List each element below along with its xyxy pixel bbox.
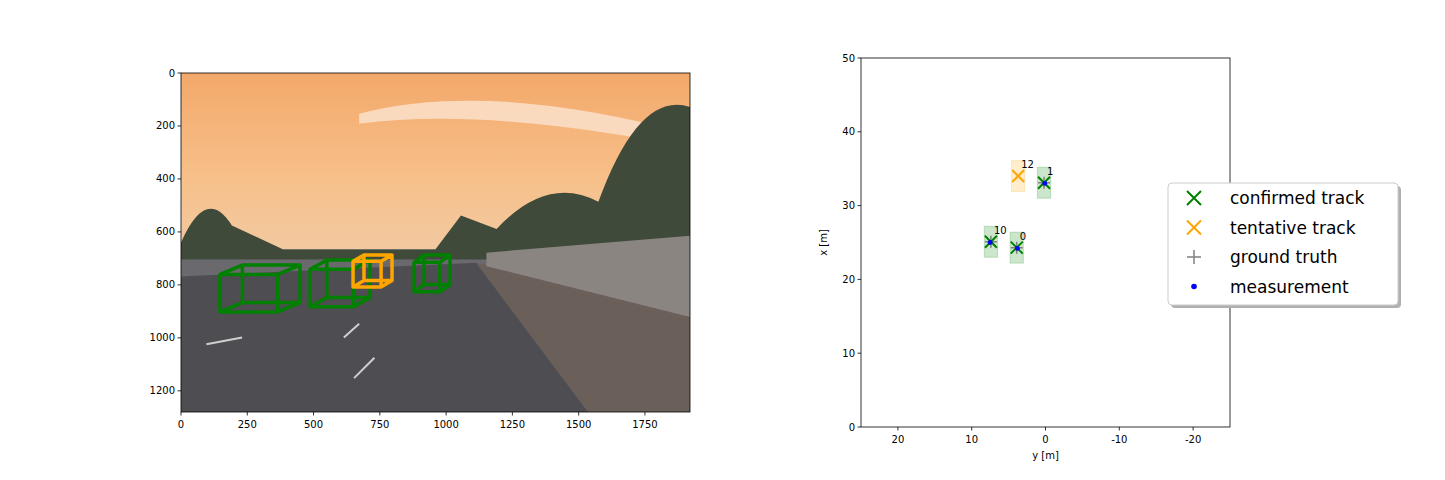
x-tick: [897, 427, 898, 431]
y-tick-label: 30: [842, 200, 855, 211]
y-tick: [858, 427, 862, 428]
y-tick: [858, 58, 862, 59]
track-point: [1038, 177, 1050, 189]
lane-mark: [354, 358, 374, 378]
x-tick: [578, 412, 579, 416]
legend-marker: [1191, 284, 1197, 290]
y-tick-label: 40: [842, 126, 855, 137]
x-tick: [313, 412, 314, 416]
legend-label: confirmed track: [1230, 188, 1365, 208]
bounding-box: [414, 255, 450, 292]
x-tick: [446, 412, 447, 416]
track-point: [1012, 170, 1024, 182]
y-tick-label: 1200: [150, 385, 175, 396]
x-tick-label: 10: [965, 434, 978, 445]
lane-mark: [344, 324, 359, 338]
track-labels: 0 1 10 12: [994, 159, 1054, 242]
x-tick-label: -20: [1185, 434, 1201, 445]
track-point: [985, 236, 997, 248]
trees: [181, 105, 690, 263]
y-axis-label: x [m]: [818, 229, 829, 256]
x-tick-label: 0: [178, 419, 184, 430]
legend-marker: [1187, 221, 1201, 235]
bounding-box: [220, 265, 300, 312]
y-tick: [178, 390, 182, 391]
legend-frame: [1168, 183, 1398, 305]
x-tick-label: -10: [1111, 434, 1127, 445]
x-tick: [644, 412, 645, 416]
y-tick-label: 600: [156, 226, 175, 237]
y-tick-label: 10: [842, 348, 855, 359]
figure: 0250500750100012501500175002004006008001…: [0, 0, 1445, 480]
y-tick-label: 20: [842, 274, 855, 285]
y-tick-label: 50: [842, 53, 855, 64]
x-tick: [1045, 427, 1046, 431]
track-point: [1011, 242, 1023, 254]
track-id: 12: [1021, 159, 1034, 170]
legend-label: measurement: [1230, 277, 1349, 297]
legend-label: ground truth: [1230, 247, 1337, 267]
x-tick-label: 1250: [500, 419, 525, 430]
track-point: [1011, 242, 1023, 254]
y-tick: [178, 337, 182, 338]
y-tick: [858, 205, 862, 206]
legend-marker: [1187, 191, 1201, 205]
x-tick-label: 1500: [566, 419, 591, 430]
y-tick: [858, 131, 862, 132]
legend-label: tentative track: [1230, 218, 1356, 238]
x-tick-label: 1750: [632, 419, 657, 430]
boxes: [220, 255, 450, 312]
x-tick: [181, 412, 182, 416]
y-tick-label: 0: [169, 68, 175, 79]
x-tick-label: 20: [892, 434, 905, 445]
camera-image: [181, 73, 690, 412]
y-tick: [178, 231, 182, 232]
y-tick-label: 1000: [150, 332, 175, 343]
y-tick: [178, 284, 182, 285]
x-tick-label: 750: [370, 419, 389, 430]
y-tick: [178, 178, 182, 179]
x-tick: [247, 412, 248, 416]
track-point: [1038, 177, 1050, 189]
x-tick: [971, 427, 972, 431]
x-tick-label: 250: [238, 419, 257, 430]
x-tick-label: 500: [304, 419, 323, 430]
track-id: 10: [994, 225, 1007, 236]
track-id: 0: [1020, 231, 1026, 242]
axes-frame: [181, 73, 690, 412]
y-tick-label: 0: [849, 422, 855, 433]
x-tick: [379, 412, 380, 416]
x-axis-label: y [m]: [1032, 450, 1059, 461]
track-id: 1: [1047, 166, 1053, 177]
track-point: [988, 240, 993, 245]
y-tick-label: 800: [156, 279, 175, 290]
x-tick-label: 1000: [433, 419, 458, 430]
x-tick-label: 0: [1042, 434, 1048, 445]
bounding-box: [353, 255, 392, 287]
y-tick-label: 200: [156, 120, 175, 131]
lane-mark: [206, 337, 242, 344]
x-tick: [1193, 427, 1194, 431]
track-point: [1015, 246, 1020, 251]
track-point: [985, 236, 997, 248]
legend: confirmed track tentative track ground tru…: [1168, 183, 1401, 308]
plot-area: [984, 161, 1050, 264]
x-tick: [1119, 427, 1120, 431]
legend-marker: [1187, 250, 1201, 264]
y-tick: [858, 279, 862, 280]
y-tick: [178, 125, 182, 126]
y-tick-label: 400: [156, 173, 175, 184]
x-tick: [512, 412, 513, 416]
wall: [486, 236, 690, 317]
y-tick: [178, 73, 182, 74]
y-tick: [858, 353, 862, 354]
track-point: [1042, 181, 1047, 186]
